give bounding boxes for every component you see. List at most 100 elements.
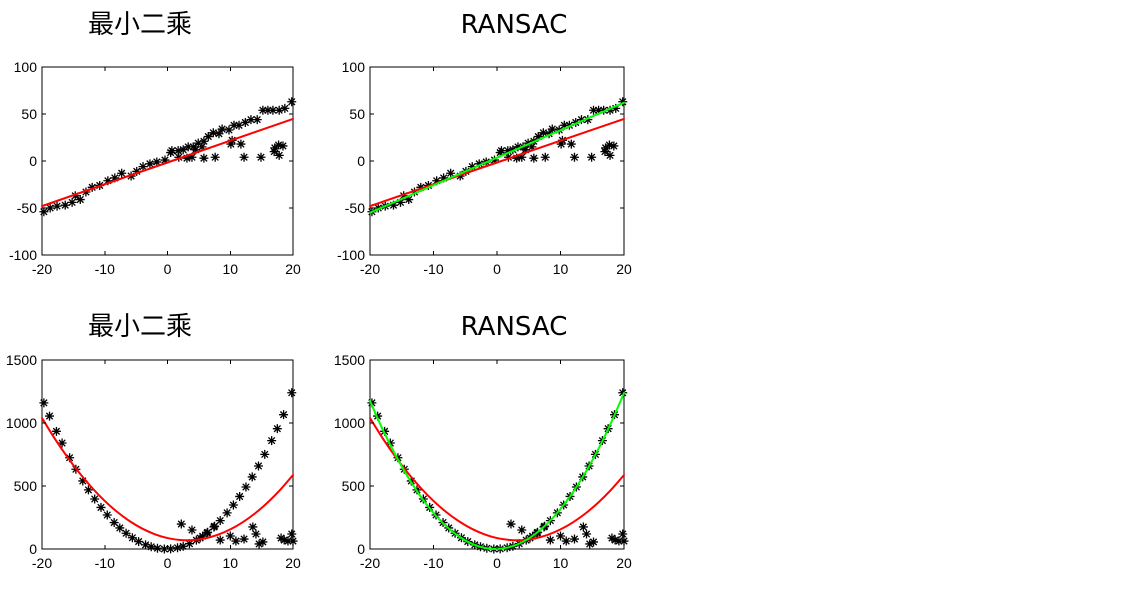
axes-box [41,66,294,256]
axes-box [369,359,625,550]
data-point [605,105,615,115]
data-point [226,139,236,149]
data-point [247,472,257,482]
data-point [503,146,513,156]
data-point [45,203,55,213]
data-point [619,536,629,546]
data-point [578,522,588,532]
data-point [587,152,597,162]
data-point [239,152,249,162]
data-point [513,142,523,152]
data-point [589,537,599,547]
data-point [145,159,155,169]
data-point [611,103,621,113]
y-tick-label: 100 [14,59,38,75]
y-tick-label: 0 [357,153,365,169]
x-tick-label: 20 [285,261,301,277]
axes-box [369,66,625,256]
data-point [258,537,268,547]
data-point [576,115,586,125]
data-point [544,129,554,139]
data-point [556,531,565,541]
data-point [263,105,273,115]
data-point [268,105,278,115]
data-point [52,201,62,211]
data-point [228,500,238,510]
data-point [159,544,169,554]
data-point [409,187,419,197]
x-tick-label: 0 [493,555,501,571]
data-point [210,152,220,162]
data-point [173,146,183,156]
data-point [395,197,405,207]
data-point [127,533,137,543]
data-point [521,145,531,155]
data-point [184,539,194,549]
data-point [373,203,383,213]
data-point [583,115,593,125]
data-point [87,182,97,192]
x-tick-label: -10 [423,555,443,571]
subplot-title: RANSAC [461,312,568,342]
subplot-title: 最小二乘 [88,312,192,342]
data-point [214,129,224,139]
data-point [174,152,184,162]
data-point [236,139,246,149]
y-tick-label: 500 [342,478,366,494]
data-point [272,424,282,434]
data-point [439,173,449,183]
data-point [609,141,619,151]
data-point [610,535,620,545]
data-point [197,142,207,152]
data-point [65,453,75,463]
data-point [432,176,442,186]
data-point [503,152,513,162]
data-point [538,128,548,138]
y-tick-label: -50 [345,200,365,216]
data-point [517,525,527,535]
data-point [166,148,176,158]
data-point [489,155,499,165]
data-point [618,97,628,107]
data-point [191,145,201,155]
data-point [51,426,61,436]
data-point [102,510,112,520]
data-point [545,535,555,545]
data-point [288,536,298,546]
data-point [589,105,599,115]
data-point [115,523,125,533]
data-point [278,141,288,151]
y-tick-label: 1500 [6,352,37,368]
data-point [604,140,614,150]
x-tick-label: 10 [553,555,569,571]
data-point [45,411,55,421]
data-point [416,182,426,192]
y-tick-label: 0 [357,541,365,557]
data-point [287,529,297,539]
data-point [254,539,264,549]
data-point [152,543,162,553]
y-tick-label: 100 [342,59,366,75]
data-point [279,535,289,545]
data-point [90,494,100,504]
least-squares-fit-line [369,117,625,208]
data-point [274,140,284,150]
x-tick-label: 0 [493,261,501,277]
data-point [209,522,219,532]
data-point [248,522,258,532]
data-point [474,159,484,169]
data-point [132,166,142,176]
least-squares-fit-line [41,417,294,542]
data-point [252,115,262,125]
data-point [527,142,537,152]
y-tick-label: 0 [29,541,37,557]
data-point [57,438,67,448]
axis-ticks: -20 -10 0 10 20 0 500 1000 1500 [6,352,301,571]
data-point [231,536,241,546]
ransac-fit-line [369,101,625,214]
x-tick-label: -10 [423,261,443,277]
least-squares-fit-line [41,117,294,208]
